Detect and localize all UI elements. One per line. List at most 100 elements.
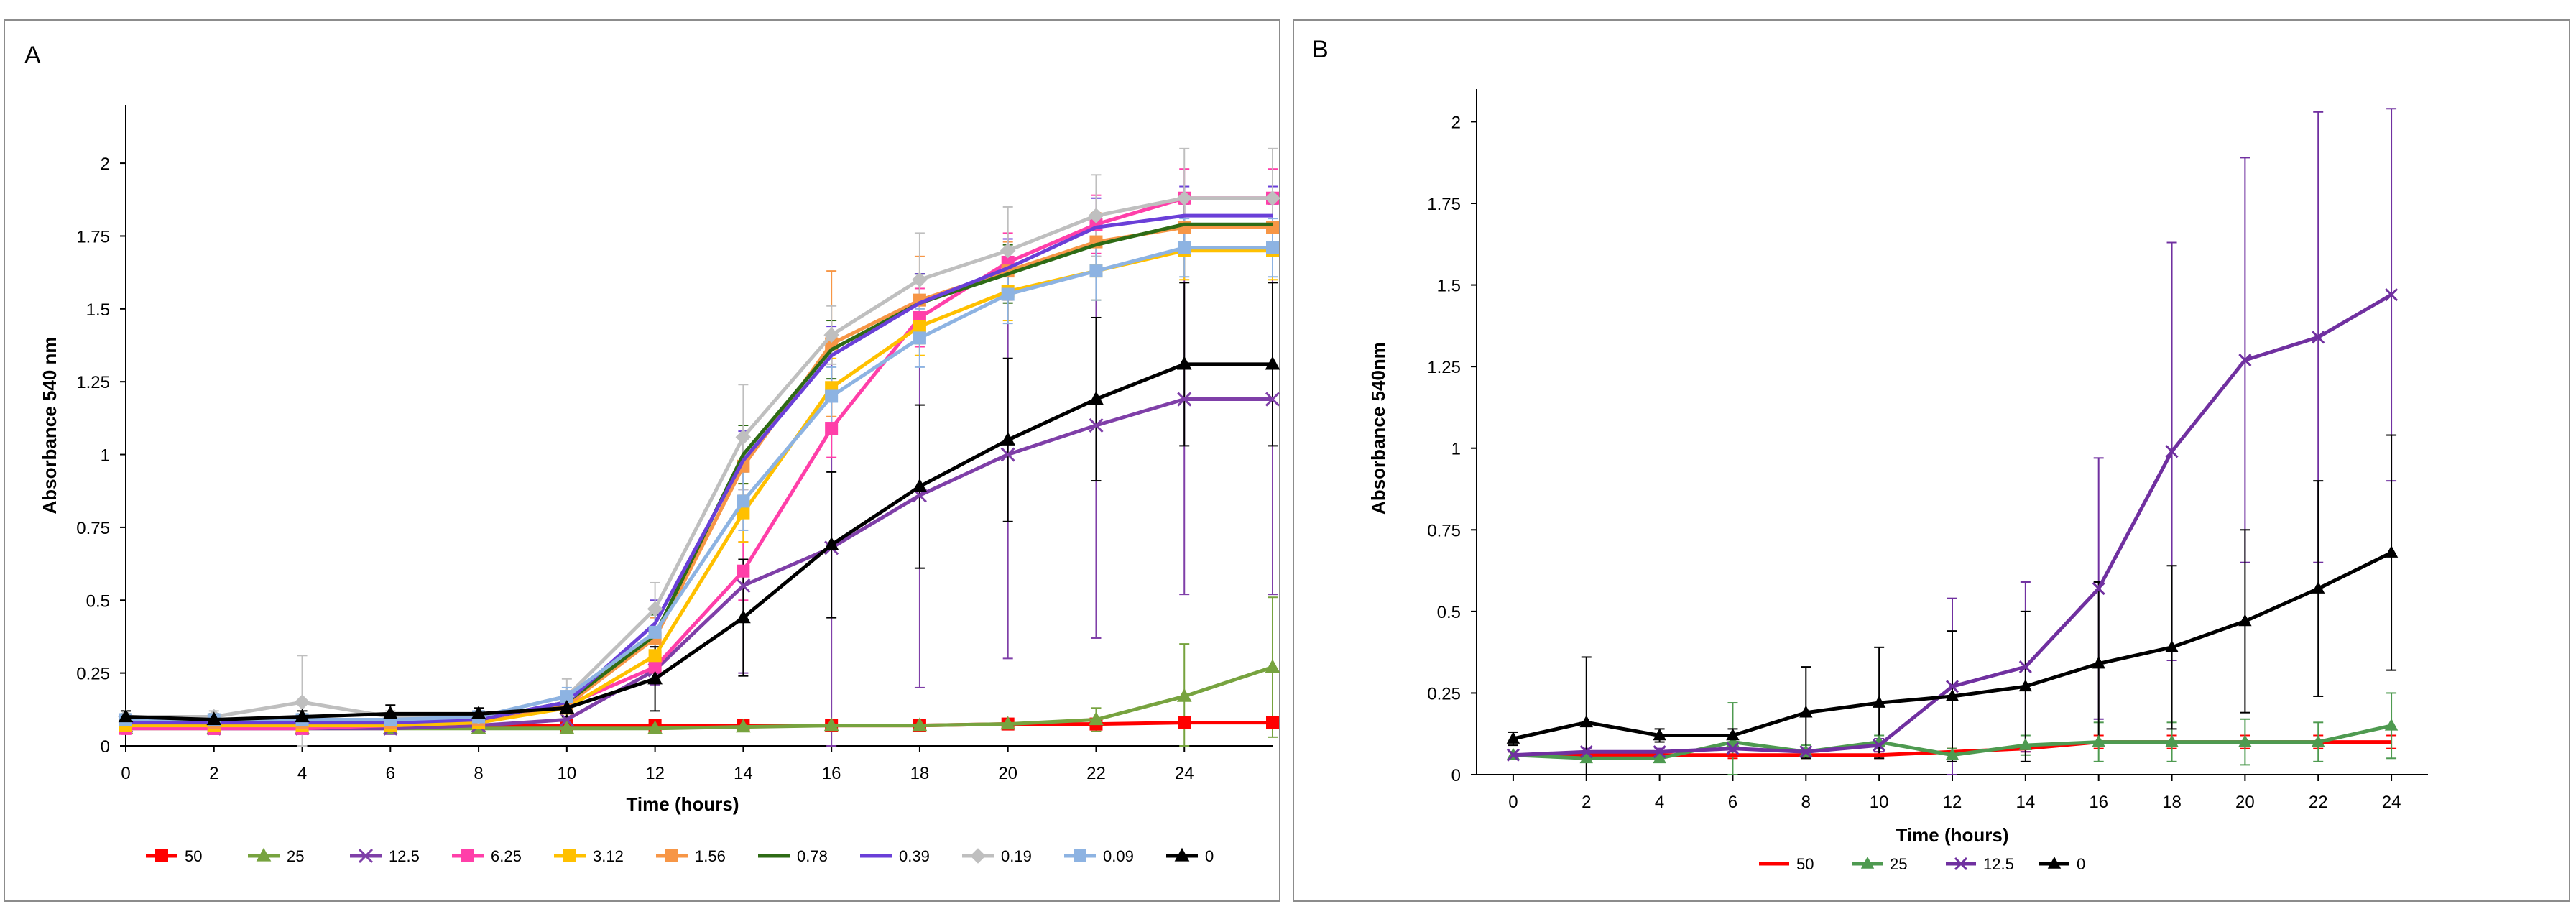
x-tick-label: 20 bbox=[2235, 793, 2255, 812]
x-tick-label: 4 bbox=[297, 764, 307, 783]
data-point bbox=[1176, 356, 1192, 370]
series-line bbox=[125, 362, 1273, 721]
data-point bbox=[1089, 417, 1104, 433]
x-tick-label: 10 bbox=[1870, 793, 1889, 812]
x-tick-label: 8 bbox=[474, 764, 483, 783]
legend-label: 12.5 bbox=[1983, 855, 2014, 873]
data-point bbox=[823, 327, 839, 343]
data-point bbox=[1178, 241, 1191, 254]
data-point bbox=[2238, 353, 2252, 367]
legend-swatch-marker bbox=[1954, 857, 1968, 871]
legend-item: 12.5 bbox=[350, 847, 420, 865]
data-point bbox=[912, 272, 928, 288]
data-point bbox=[2092, 581, 2105, 596]
data-point bbox=[1088, 208, 1104, 223]
data-point bbox=[647, 670, 663, 685]
x-tick-label: 24 bbox=[1175, 764, 1194, 783]
y-tick-label: 0 bbox=[1451, 766, 1461, 785]
data-point bbox=[1000, 242, 1016, 259]
data-point bbox=[1265, 392, 1280, 407]
data-point bbox=[912, 478, 928, 492]
x-tick-label: 10 bbox=[557, 764, 576, 783]
data-point bbox=[737, 494, 750, 508]
data-point bbox=[2312, 581, 2325, 594]
data-point bbox=[1653, 745, 1666, 759]
data-point bbox=[1178, 716, 1191, 729]
legend-swatch-marker bbox=[1174, 847, 1190, 862]
legend-item: 3.12 bbox=[554, 847, 624, 865]
legend-label: 6.25 bbox=[491, 847, 522, 865]
y-tick-label: 1.25 bbox=[1427, 358, 1461, 377]
panel-b-frame bbox=[1293, 19, 2570, 902]
legend-swatch-marker bbox=[155, 849, 168, 862]
series-0 bbox=[118, 356, 1280, 726]
data-point bbox=[1265, 190, 1280, 206]
data-point bbox=[1799, 705, 1813, 718]
data-point bbox=[295, 709, 310, 723]
data-point bbox=[118, 709, 134, 723]
legend-item: 0.09 bbox=[1064, 847, 1134, 865]
data-point bbox=[1265, 356, 1280, 370]
data-point bbox=[2238, 734, 2252, 747]
data-point bbox=[382, 706, 398, 720]
data-point bbox=[2165, 640, 2179, 652]
y-tick-label: 0.25 bbox=[76, 665, 110, 684]
data-point bbox=[2018, 679, 2033, 692]
x-tick-label: 6 bbox=[386, 764, 395, 783]
legend-swatch-marker bbox=[665, 849, 678, 862]
legend: 50 25 12.5 6.25 3.12 1.56 0.78 0.39 0.19 0.09 0 bbox=[146, 847, 1214, 865]
data-point bbox=[913, 331, 926, 345]
data-point bbox=[1653, 751, 1666, 764]
y-tick-label: 0.25 bbox=[1427, 684, 1461, 703]
legend-label: 1.56 bbox=[695, 847, 726, 865]
y-tick-label: 0.5 bbox=[1437, 603, 1461, 622]
data-point bbox=[1726, 728, 1740, 741]
data-point bbox=[648, 649, 662, 663]
x-tick-label: 14 bbox=[2016, 793, 2035, 812]
data-point bbox=[2018, 660, 2032, 674]
legend-label: 0.19 bbox=[1001, 847, 1032, 865]
data-point bbox=[294, 694, 310, 710]
data-point bbox=[559, 700, 575, 714]
series-line bbox=[126, 213, 1273, 725]
y-tick-label: 1.25 bbox=[76, 373, 110, 392]
data-point bbox=[206, 711, 222, 726]
data-point bbox=[913, 320, 926, 333]
data-point bbox=[825, 389, 839, 403]
legend-item: 12.5 bbox=[1946, 855, 2014, 873]
data-point bbox=[648, 625, 662, 639]
data-point bbox=[737, 564, 750, 578]
x-tick-label: 18 bbox=[910, 764, 930, 783]
legend-swatch-marker bbox=[1860, 857, 1875, 869]
x-tick-label: 2 bbox=[209, 764, 218, 783]
data-point bbox=[736, 578, 751, 594]
data-point bbox=[2165, 734, 2179, 747]
legend-swatch-marker bbox=[461, 849, 474, 862]
data-point bbox=[1000, 716, 1016, 730]
y-tick-label: 1.5 bbox=[1437, 277, 1461, 296]
x-tick-label: 22 bbox=[2309, 793, 2328, 812]
data-point bbox=[1945, 747, 1959, 760]
data-point bbox=[2092, 656, 2105, 669]
legend-label: 0 bbox=[2077, 855, 2085, 873]
series-line bbox=[126, 196, 1273, 731]
legend-swatch-marker bbox=[358, 848, 374, 864]
x-axis-title: Time (hours) bbox=[1896, 824, 2009, 846]
data-point bbox=[1266, 241, 1279, 254]
y-tick-label: 1.75 bbox=[76, 227, 110, 246]
x-tick-label: 12 bbox=[1943, 793, 1962, 812]
data-point bbox=[1266, 716, 1279, 729]
legend-item: 25 bbox=[1852, 855, 1907, 873]
x-tick-label: 12 bbox=[645, 764, 665, 783]
series-12.5 bbox=[1506, 288, 2399, 762]
legend-label: 0 bbox=[1205, 847, 1214, 865]
data-point bbox=[1176, 190, 1193, 206]
y-axis-title: Absorbance 540 nm bbox=[39, 336, 60, 514]
data-point bbox=[1001, 287, 1015, 301]
x-tick-label: 14 bbox=[734, 764, 753, 783]
y-tick-label: 2 bbox=[101, 154, 110, 174]
